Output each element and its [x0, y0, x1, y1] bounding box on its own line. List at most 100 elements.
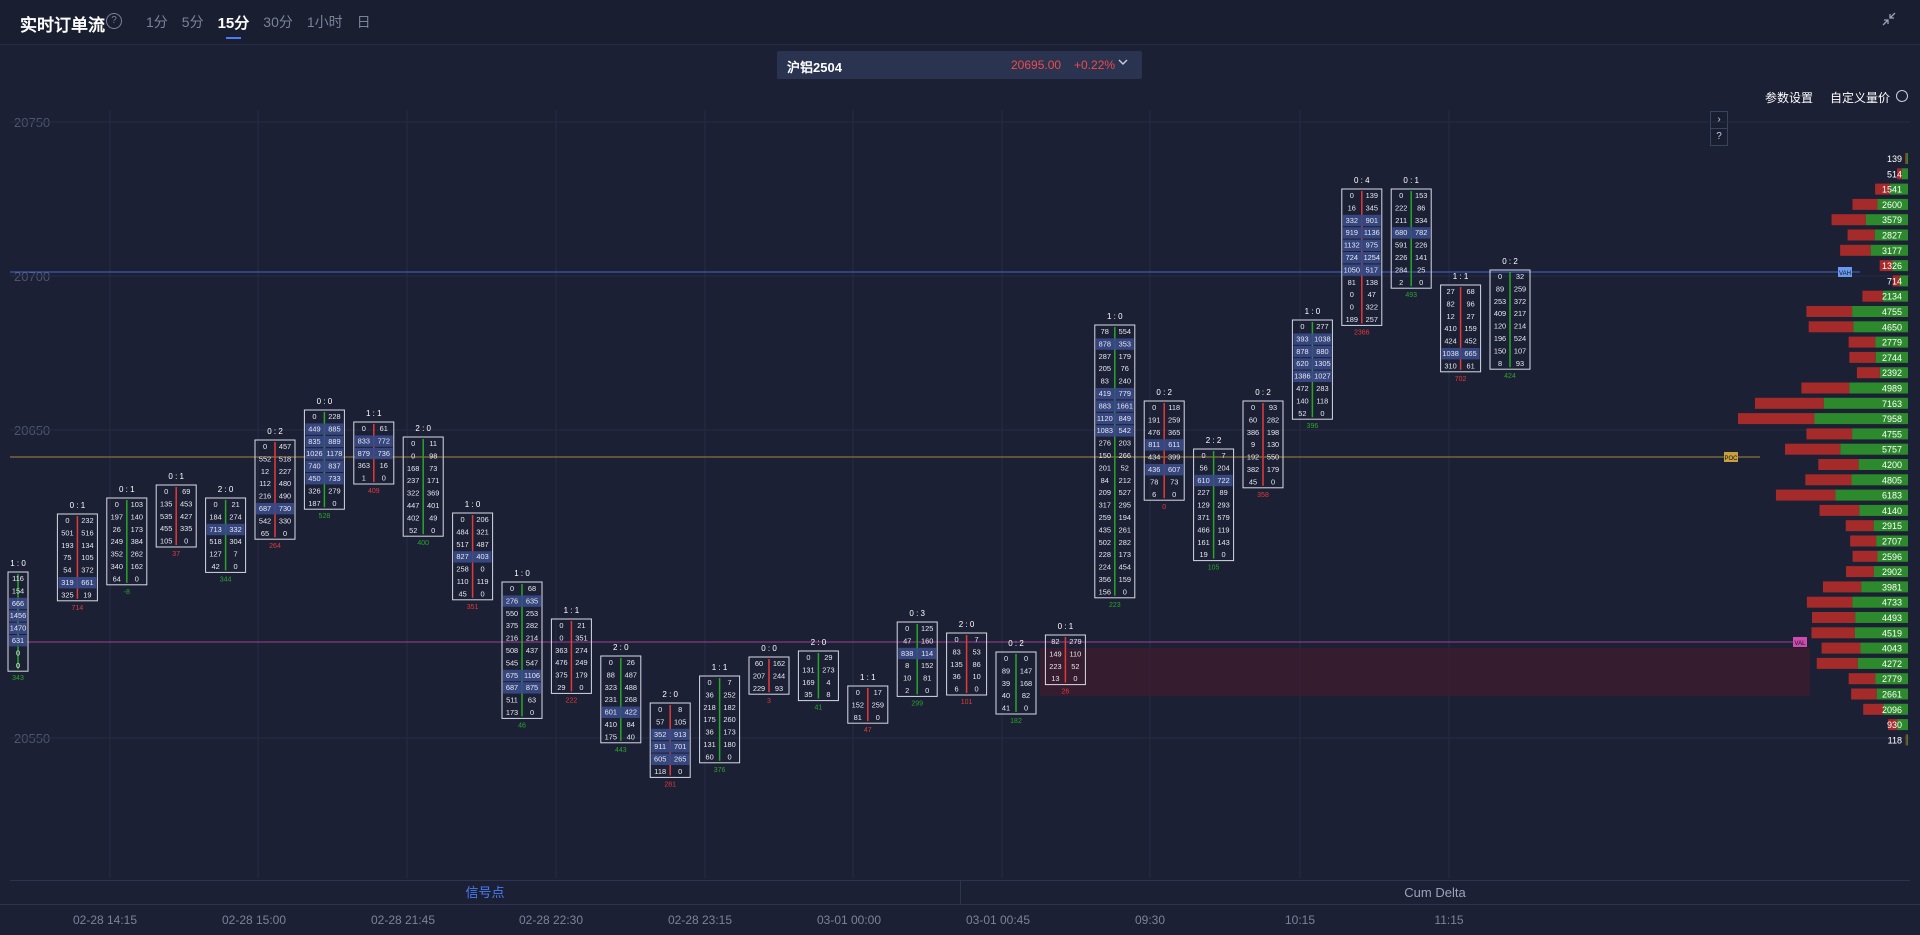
ask-volume: 173	[131, 525, 143, 534]
ask-volume: 0	[184, 537, 188, 546]
profile-bar-sell	[1856, 367, 1880, 379]
ask-volume: 0	[530, 708, 534, 717]
shrink-icon[interactable]	[1880, 12, 1898, 30]
profile-volume: 2915	[1882, 521, 1902, 531]
bid-volume: 8	[1498, 359, 1502, 368]
candle-header: 1 : 1	[860, 673, 876, 682]
candle-delta: 47	[864, 727, 872, 734]
ask-volume: 179	[1119, 352, 1131, 361]
ask-volume: 372	[81, 566, 93, 575]
hot-cell	[503, 595, 541, 607]
help-icon[interactable]: ?	[106, 13, 122, 29]
hot-cell	[503, 682, 541, 694]
candle-header: 1 : 1	[1453, 272, 1469, 281]
bid-volume: 542	[259, 516, 271, 525]
bid-volume: 36	[705, 728, 713, 737]
candle-delta: 424	[1504, 373, 1516, 380]
tab-cum-delta[interactable]: Cum Delta	[1404, 885, 1466, 900]
ask-volume: 7	[728, 678, 732, 687]
candle-header: 2 : 0	[415, 424, 431, 433]
bid-volume: 173	[506, 708, 518, 717]
tab-1hour[interactable]: 1小时	[306, 14, 343, 30]
bid-volume: 919	[1346, 228, 1358, 237]
tab-1min[interactable]: 1分	[146, 14, 168, 30]
ask-volume: 661	[81, 578, 93, 587]
bid-volume: 310	[1444, 361, 1456, 370]
ask-volume: 84	[627, 720, 635, 729]
hot-cell	[1441, 348, 1480, 360]
candle-box	[7, 571, 29, 672]
profile-bar-buy	[1835, 489, 1908, 501]
ask-volume: 259	[1514, 284, 1526, 293]
ask-volume: 61	[380, 424, 388, 433]
bid-volume: 1083	[1097, 426, 1113, 435]
params-settings-link[interactable]: 参数设置	[1765, 91, 1814, 105]
ask-volume: 550	[1267, 453, 1279, 462]
ask-volume: 228	[328, 412, 340, 421]
candle-header: 0 : 0	[317, 397, 333, 406]
ask-volume: 454	[1119, 563, 1131, 572]
ask-volume: 7	[1222, 451, 1226, 460]
candle-box	[1242, 400, 1284, 489]
candle-box	[1094, 324, 1136, 599]
bid-volume: 211	[1395, 216, 1407, 225]
ask-volume: 487	[476, 540, 488, 549]
ask-volume: 204	[1217, 463, 1229, 472]
profile-marker-label: VAL	[1795, 641, 1807, 647]
bid-volume: 680	[1395, 228, 1407, 237]
info-icon[interactable]	[1896, 90, 1908, 102]
bid-volume: 156	[1099, 587, 1111, 596]
chevron-down-icon	[1117, 56, 1129, 71]
candle-box	[649, 702, 691, 778]
candle-box	[1044, 634, 1086, 686]
profile-volume: 3177	[1882, 246, 1902, 256]
bid-volume: 535	[160, 512, 172, 521]
tab-day[interactable]: 日	[356, 14, 371, 30]
hot-cell	[651, 728, 690, 741]
bid-volume: 36	[952, 672, 960, 681]
candle-box	[1341, 188, 1383, 326]
bid-volume: 105	[160, 537, 172, 546]
tab-15min[interactable]: 15分	[218, 12, 249, 39]
candle-header: 0 : 0	[761, 644, 777, 653]
bid-volume: 0	[1004, 654, 1008, 663]
ask-volume: 203	[1119, 439, 1131, 448]
tab-30min[interactable]: 30分	[263, 14, 293, 30]
candle-header: 1 : 1	[712, 663, 728, 672]
candle-header: 0 : 2	[1156, 388, 1172, 397]
ask-volume: 8	[678, 705, 682, 714]
bid-volume: 154	[12, 586, 24, 595]
ask-volume: 159	[1464, 324, 1476, 333]
ask-volume: 232	[81, 516, 93, 525]
bid-volume: 0	[1350, 191, 1354, 200]
candle-header: 0 : 1	[119, 485, 135, 494]
hot-cell	[354, 447, 393, 460]
candle-box	[254, 439, 296, 540]
time-label: 02-28 15:00	[221, 913, 287, 927]
profile-volume: 514	[1887, 169, 1902, 179]
ask-volume: 369	[427, 489, 439, 498]
tab-5min[interactable]: 5分	[181, 14, 204, 30]
bid-volume: 258	[456, 565, 468, 574]
ask-volume: 134	[81, 541, 93, 550]
candle-box	[995, 651, 1037, 715]
ask-volume: 480	[279, 479, 291, 488]
bid-volume: 375	[555, 671, 567, 680]
bid-volume: 1456	[10, 611, 26, 620]
bid-volume: 116	[12, 574, 24, 583]
help-small-icon[interactable]: ?	[1710, 128, 1728, 146]
ask-volume: 332	[229, 525, 241, 534]
ask-volume: 26	[627, 658, 635, 667]
tab-signal-points[interactable]: 信号点	[10, 881, 961, 905]
profile-volume: 930	[1887, 720, 1902, 730]
profile-bar-buy	[1879, 367, 1908, 379]
ask-volume: 295	[1119, 501, 1131, 510]
ask-volume: 194	[1119, 513, 1131, 522]
symbol-selector[interactable]: 沪铝2504 20695.00 +0.22%	[777, 51, 1142, 79]
bid-volume: 0	[806, 653, 810, 662]
custom-volume-price-link[interactable]: 自定义量价	[1830, 91, 1891, 105]
hot-cell	[206, 523, 245, 536]
bid-volume: 150	[1494, 346, 1506, 355]
ask-volume: 384	[131, 537, 143, 546]
